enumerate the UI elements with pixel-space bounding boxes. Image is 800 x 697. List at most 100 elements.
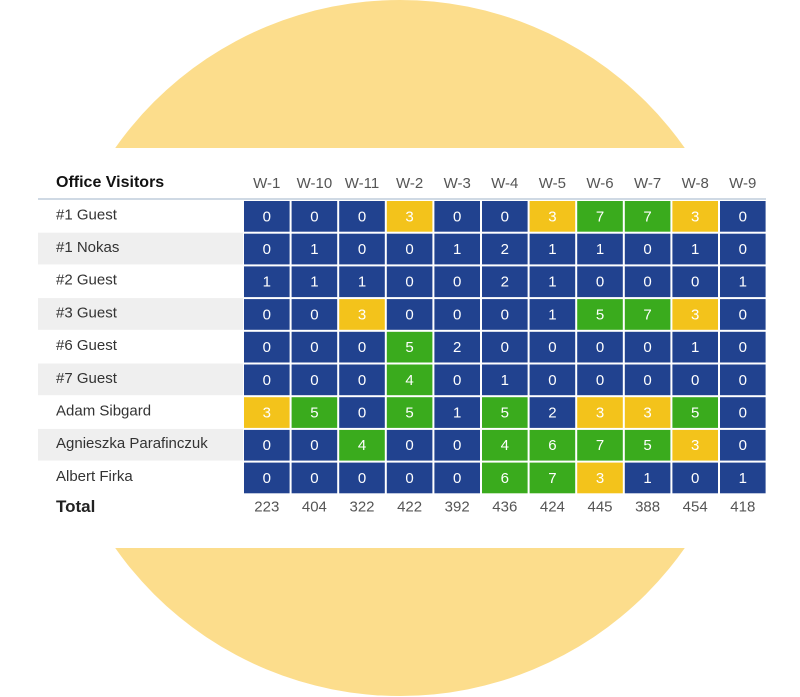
- total-value: 436: [492, 498, 517, 515]
- column-header: W-6: [586, 175, 613, 192]
- total-value: 454: [683, 498, 708, 515]
- row-name: #6 Guest: [56, 337, 118, 354]
- cell: [624, 364, 671, 396]
- cell: [529, 397, 576, 428]
- row-name: Albert Firka: [56, 468, 133, 485]
- cell: [339, 397, 385, 428]
- cell-value: 0: [739, 339, 747, 356]
- cell: [434, 331, 480, 363]
- cell: [720, 266, 766, 298]
- cell-value: 0: [691, 372, 699, 389]
- cell-value: 0: [643, 372, 651, 389]
- cell: [434, 299, 480, 330]
- cell-value: 0: [358, 372, 366, 389]
- cell: [244, 201, 290, 232]
- cell: [577, 201, 623, 232]
- cell-value: 0: [501, 306, 509, 323]
- cell-value: 0: [310, 339, 318, 356]
- cell: [672, 331, 718, 363]
- cell-value: 0: [405, 470, 413, 487]
- cell: [482, 429, 528, 461]
- cell-value: 5: [643, 437, 651, 454]
- cell-value: 5: [310, 405, 318, 422]
- cell: [577, 462, 623, 494]
- cell: [434, 201, 480, 232]
- cell: [291, 397, 338, 428]
- cell-value: 0: [739, 241, 747, 258]
- cell: [624, 201, 671, 232]
- cell: [386, 266, 433, 298]
- cell: [720, 364, 766, 396]
- total-label: Total: [56, 497, 95, 516]
- cell-value: 0: [453, 437, 461, 454]
- cell-value: 0: [263, 241, 271, 258]
- cell: [291, 331, 338, 363]
- cell: [672, 429, 718, 461]
- cell: [434, 233, 480, 265]
- cell: [434, 266, 480, 298]
- cell-value: 1: [643, 470, 651, 487]
- total-value: 322: [349, 498, 374, 515]
- row-name: Agnieszka Parafinczuk: [56, 435, 208, 452]
- cell-value: 5: [405, 405, 413, 422]
- cell-value: 0: [453, 208, 461, 225]
- cell-value: 0: [358, 208, 366, 225]
- cell-value: 3: [263, 405, 271, 422]
- row-stripe: [38, 428, 243, 461]
- cell-value: 1: [691, 339, 699, 356]
- cell-value: 3: [596, 405, 604, 422]
- row-stripe: [38, 232, 243, 265]
- column-header: W-1: [253, 175, 280, 192]
- total-value: 445: [587, 498, 612, 515]
- cell: [577, 299, 623, 330]
- cell: [244, 462, 290, 494]
- cell: [624, 429, 671, 461]
- cell: [672, 266, 718, 298]
- cell-value: 0: [501, 208, 509, 225]
- cell: [482, 299, 528, 330]
- cell-value: 1: [739, 274, 747, 291]
- cell: [529, 266, 576, 298]
- cell: [386, 331, 433, 363]
- cell: [624, 299, 671, 330]
- cell-value: 0: [310, 306, 318, 323]
- cell-value: 0: [691, 274, 699, 291]
- cell-value: 0: [453, 470, 461, 487]
- cell-value: 0: [358, 339, 366, 356]
- cell: [244, 364, 290, 396]
- cell: [672, 397, 718, 428]
- cell: [529, 201, 576, 232]
- cell: [291, 299, 338, 330]
- cell-value: 0: [405, 306, 413, 323]
- cell-value: 3: [596, 470, 604, 487]
- cell: [291, 364, 338, 396]
- cell: [577, 331, 623, 363]
- cell-value: 0: [263, 470, 271, 487]
- cell: [577, 397, 623, 428]
- cell: [244, 266, 290, 298]
- cell-value: 0: [263, 372, 271, 389]
- cell: [624, 266, 671, 298]
- cell-value: 3: [405, 208, 413, 225]
- cell: [244, 331, 290, 363]
- cell: [339, 429, 385, 461]
- cell-value: 0: [596, 339, 604, 356]
- cell: [244, 429, 290, 461]
- cell-value: 1: [739, 470, 747, 487]
- cell-value: 0: [310, 372, 318, 389]
- cell-value: 1: [691, 241, 699, 258]
- row-name: #7 Guest: [56, 370, 118, 387]
- cell-value: 0: [453, 372, 461, 389]
- cell-value: 2: [548, 405, 556, 422]
- cell-value: 0: [263, 208, 271, 225]
- column-header: W-5: [539, 175, 566, 192]
- cell: [672, 201, 718, 232]
- cell: [339, 233, 385, 265]
- total-value: 424: [540, 498, 565, 515]
- cell: [720, 299, 766, 330]
- cell-value: 0: [263, 306, 271, 323]
- cell: [672, 364, 718, 396]
- row-stripe: [38, 298, 243, 330]
- cell: [386, 201, 433, 232]
